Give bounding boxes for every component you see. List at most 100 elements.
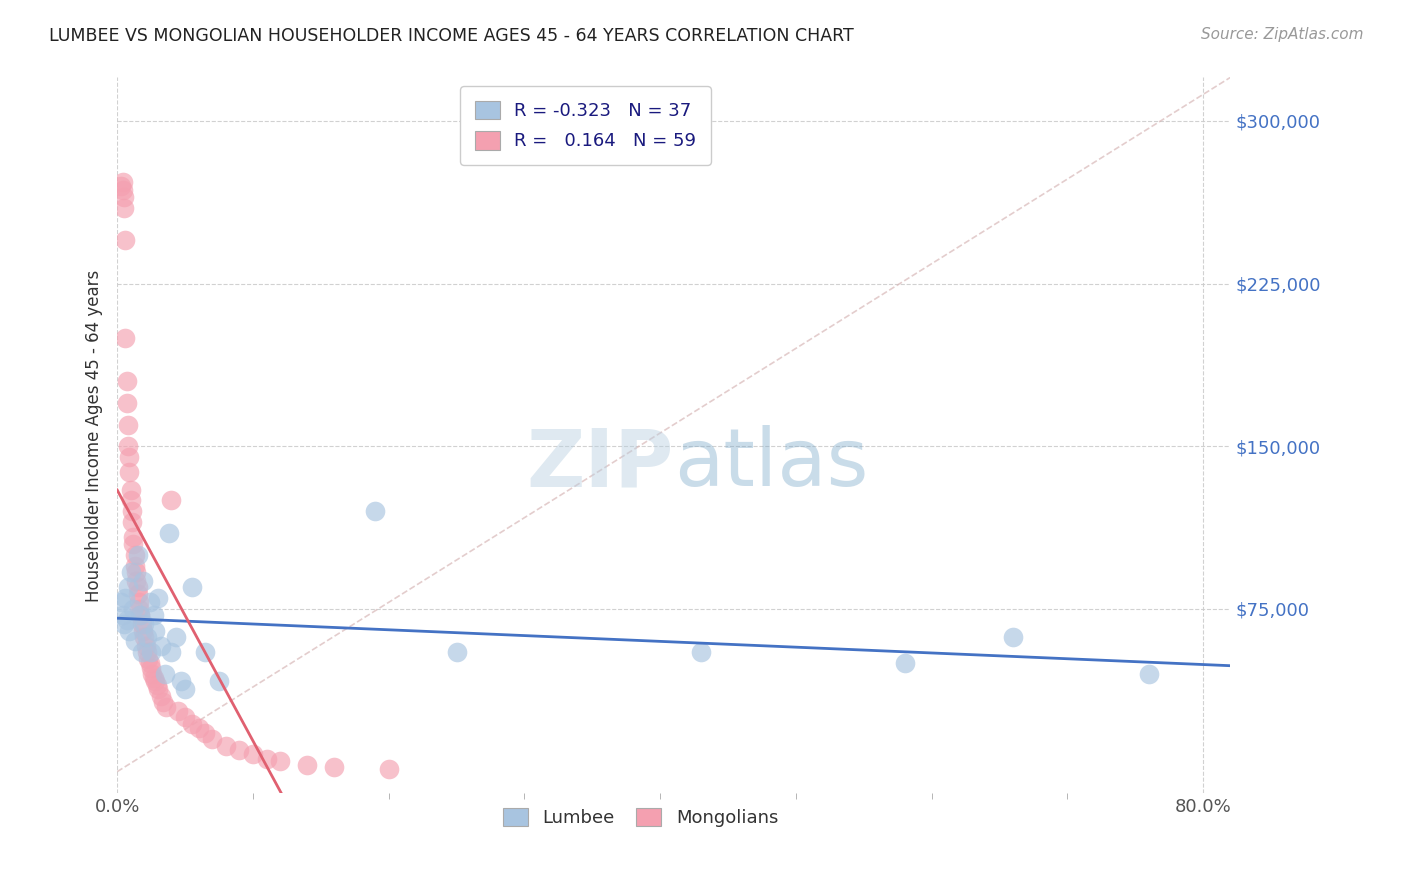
Point [118, 624, 141, 638]
Point [152, 695, 174, 709]
Point [124, 548, 146, 562]
Point [120, 493, 142, 508]
Point [893, 656, 915, 670]
Point [132, 574, 155, 588]
Point [153, 667, 176, 681]
Point [139, 660, 162, 674]
Point [111, 175, 134, 189]
Point [128, 602, 150, 616]
Point [135, 639, 157, 653]
Point [377, 763, 399, 777]
Point [127, 580, 149, 594]
Point [134, 630, 156, 644]
Point [215, 739, 238, 753]
Point [122, 530, 145, 544]
Point [132, 624, 155, 638]
Point [167, 704, 190, 718]
Point [114, 331, 136, 345]
Point [160, 493, 183, 508]
Point [141, 667, 163, 681]
Point [323, 760, 346, 774]
Point [138, 652, 160, 666]
Point [117, 439, 139, 453]
Point [122, 537, 145, 551]
Point [117, 417, 139, 432]
Text: LUMBEE VS MONGOLIAN HOUSEHOLDER INCOME AGES 45 - 64 YEARS CORRELATION CHART: LUMBEE VS MONGOLIAN HOUSEHOLDER INCOME A… [49, 27, 853, 45]
Point [142, 672, 165, 686]
Point [160, 645, 183, 659]
Point [446, 645, 468, 659]
Point [143, 673, 166, 688]
Point [129, 608, 152, 623]
Point [121, 504, 143, 518]
Point [201, 732, 224, 747]
Point [208, 673, 231, 688]
Point [131, 645, 153, 659]
Point [128, 595, 150, 609]
Point [174, 682, 197, 697]
Point [117, 580, 139, 594]
Point [146, 591, 169, 606]
Point [145, 678, 167, 692]
Point [118, 465, 141, 479]
Point [115, 396, 138, 410]
Point [256, 751, 278, 765]
Point [187, 721, 209, 735]
Point [149, 689, 172, 703]
Point [112, 201, 135, 215]
Point [139, 645, 162, 659]
Point [124, 634, 146, 648]
Point [125, 565, 148, 579]
Point [149, 639, 172, 653]
Point [170, 673, 193, 688]
Point [143, 624, 166, 638]
Legend: Lumbee, Mongolians: Lumbee, Mongolians [495, 801, 786, 834]
Point [228, 743, 250, 757]
Point [111, 183, 134, 197]
Point [114, 233, 136, 247]
Point [131, 617, 153, 632]
Point [690, 645, 713, 659]
Point [134, 617, 156, 632]
Point [110, 595, 132, 609]
Point [110, 178, 132, 193]
Point [174, 710, 197, 724]
Point [114, 591, 136, 606]
Point [121, 515, 143, 529]
Point [364, 504, 387, 518]
Point [118, 450, 141, 464]
Point [139, 595, 162, 609]
Point [146, 682, 169, 697]
Point [297, 758, 319, 772]
Point [269, 754, 291, 768]
Point [115, 374, 138, 388]
Point [157, 526, 180, 541]
Point [180, 580, 202, 594]
Point [1137, 667, 1160, 681]
Point [124, 558, 146, 573]
Point [242, 747, 264, 762]
Point [112, 190, 135, 204]
Y-axis label: Householder Income Ages 45 - 64 years: Householder Income Ages 45 - 64 years [86, 269, 103, 601]
Text: atlas: atlas [673, 425, 868, 503]
Point [1002, 630, 1025, 644]
Point [139, 656, 162, 670]
Point [127, 587, 149, 601]
Point [122, 602, 145, 616]
Point [136, 630, 159, 644]
Point [120, 565, 142, 579]
Point [129, 608, 152, 623]
Point [112, 617, 135, 632]
Point [136, 645, 159, 659]
Point [165, 630, 187, 644]
Text: Source: ZipAtlas.com: Source: ZipAtlas.com [1201, 27, 1364, 42]
Point [180, 717, 202, 731]
Point [115, 613, 138, 627]
Point [127, 548, 149, 562]
Point [120, 483, 142, 497]
Point [111, 608, 134, 623]
Point [155, 699, 177, 714]
Point [142, 608, 165, 623]
Text: ZIP: ZIP [526, 425, 673, 503]
Point [125, 574, 148, 588]
